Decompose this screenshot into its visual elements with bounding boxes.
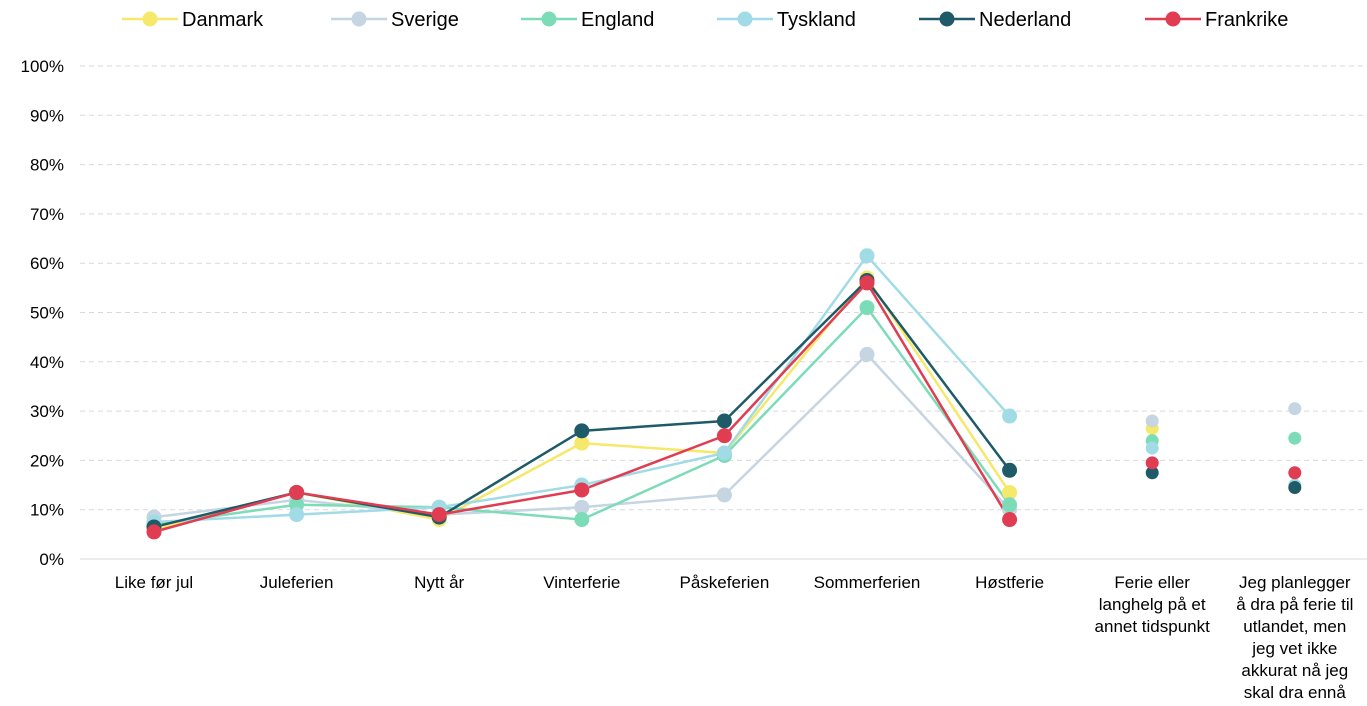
legend-item-frankrike: Frankrike	[1145, 9, 1288, 31]
legend-label: Frankrike	[1205, 9, 1288, 31]
legend-label: Sverige	[391, 9, 459, 31]
x-category-label: Ferie eller langhelg på et annet tidspunkt	[1095, 573, 1211, 636]
legend-item-tyskland: Tyskland	[717, 9, 856, 31]
data-point-frankrike	[1145, 456, 1159, 470]
y-tick-label: 10%	[30, 501, 64, 520]
y-tick-label: 100%	[21, 57, 64, 76]
x-category-label: Jeg planlegger å dra på ferie til utlandet…	[1236, 573, 1353, 702]
y-tick-label: 40%	[30, 353, 64, 372]
legend-label: England	[581, 9, 654, 31]
x-category-label: Påskeferien	[680, 573, 770, 592]
series-points	[146, 248, 1302, 540]
legend-marker	[939, 11, 955, 27]
legend-item-england: England	[521, 9, 654, 31]
data-point-frankrike	[289, 484, 305, 500]
data-point-frankrike	[1002, 512, 1018, 528]
x-axis: Like før jul Juleferien Nytt år Vinterferie…	[115, 573, 1354, 702]
data-point-sverige	[1145, 414, 1159, 428]
y-tick-label: 30%	[30, 402, 64, 421]
data-point-england	[1288, 431, 1302, 445]
data-point-nederland	[1288, 481, 1302, 495]
data-point-sverige	[859, 346, 875, 362]
y-tick-label: 80%	[30, 156, 64, 175]
x-category-label: Vinterferie	[543, 573, 620, 592]
data-point-nederland	[574, 423, 590, 439]
data-point-frankrike	[716, 428, 732, 444]
legend-label: Danmark	[182, 9, 264, 31]
legend-marker	[541, 11, 557, 27]
data-point-england	[859, 300, 875, 316]
legend: Danmark Sverige England Tyskland Nederland Fr…	[122, 9, 1288, 31]
y-tick-label: 70%	[30, 205, 64, 224]
x-category-label: Sommerferien	[814, 573, 921, 592]
data-point-frankrike	[146, 524, 162, 540]
y-tick-label: 60%	[30, 254, 64, 273]
data-point-tyskland	[1002, 408, 1018, 424]
data-point-frankrike	[1288, 466, 1302, 480]
data-point-frankrike	[431, 507, 447, 523]
x-category-label: Juleferien	[260, 573, 334, 592]
data-point-frankrike	[859, 275, 875, 291]
data-point-england	[1002, 497, 1018, 513]
y-tick-label: 50%	[30, 304, 64, 323]
data-point-danmark	[1002, 484, 1018, 500]
data-point-danmark	[574, 435, 590, 451]
data-point-tyskland	[1145, 441, 1159, 455]
data-point-tyskland	[289, 507, 305, 523]
data-point-sverige	[574, 499, 590, 515]
data-point-nederland	[1002, 462, 1018, 478]
y-axis: 0% 10% 20% 30% 40% 50% 60% 70% 80% 90% 100%	[21, 57, 64, 569]
legend-marker	[737, 11, 753, 27]
y-tick-label: 0%	[39, 550, 64, 569]
legend-item-danmark: Danmark	[122, 9, 264, 31]
y-tick-label: 20%	[30, 451, 64, 470]
data-point-nederland	[716, 413, 732, 429]
gridlines	[80, 65, 1367, 560]
y-tick-label: 90%	[30, 106, 64, 125]
legend-label: Nederland	[979, 9, 1071, 31]
legend-label: Tyskland	[777, 9, 856, 31]
x-category-label: Nytt år	[414, 573, 464, 592]
data-point-tyskland	[859, 248, 875, 264]
data-point-sverige	[1288, 402, 1302, 416]
legend-item-nederland: Nederland	[919, 9, 1071, 31]
data-point-nederland	[1145, 466, 1159, 480]
legend-marker	[1165, 11, 1181, 27]
legend-marker	[142, 11, 158, 27]
legend-item-sverige: Sverige	[331, 9, 459, 31]
data-point-tyskland	[716, 445, 732, 461]
data-point-frankrike	[574, 482, 590, 498]
x-category-label: Høstferie	[975, 573, 1044, 592]
data-point-sverige	[716, 487, 732, 503]
x-category-label: Like før jul	[115, 573, 193, 592]
data-point-england	[574, 512, 590, 528]
legend-marker	[351, 11, 367, 27]
